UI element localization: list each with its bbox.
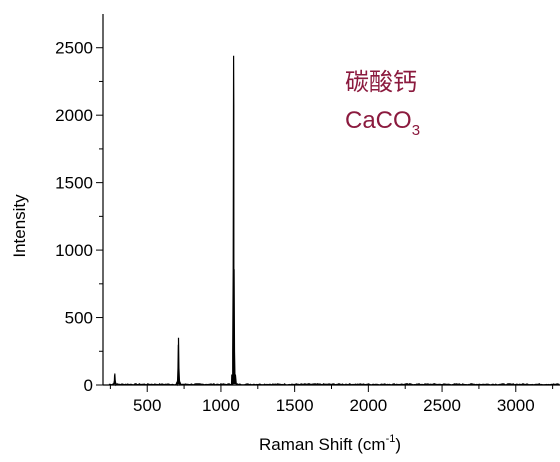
y-tick-label: 500 xyxy=(65,309,93,328)
y-tick-label: 1500 xyxy=(55,174,93,193)
x-tick-label: 500 xyxy=(133,396,161,415)
axes xyxy=(102,14,560,386)
annotation-formula-base: CaCO xyxy=(345,107,412,134)
x-tick-label: 2500 xyxy=(423,396,461,415)
series-line-caco3-spectrum xyxy=(108,55,560,387)
x-tick-label: 3000 xyxy=(497,396,535,415)
y-tick-label: 1000 xyxy=(55,241,93,260)
x-tick-label: 1500 xyxy=(276,396,314,415)
y-axis-title: Intensity xyxy=(10,194,29,258)
x-tick-label: 2000 xyxy=(349,396,387,415)
x-axis-title-text: Raman Shift (cm xyxy=(259,435,386,454)
annotation-formula-subscript: 3 xyxy=(412,122,420,139)
x-axis-title-suffix: ) xyxy=(395,435,401,454)
x-axis-title-superscript: -1 xyxy=(386,433,396,445)
y-tick-label: 2500 xyxy=(55,39,93,58)
annotation-chinese-label: 碳酸钙 xyxy=(345,69,417,96)
y-axis-ticks: 0 500 1000 1500 2000 2500 xyxy=(55,39,103,395)
annotation-formula: CaCO3 xyxy=(345,107,420,139)
y-tick-label: 2000 xyxy=(55,106,93,125)
x-axis-ticks: 500 1000 1500 2000 2500 3000 xyxy=(109,385,554,415)
x-axis-title: Raman Shift (cm-1) xyxy=(259,433,401,454)
y-tick-label: 0 xyxy=(84,376,93,395)
x-tick-label: 1000 xyxy=(202,396,240,415)
